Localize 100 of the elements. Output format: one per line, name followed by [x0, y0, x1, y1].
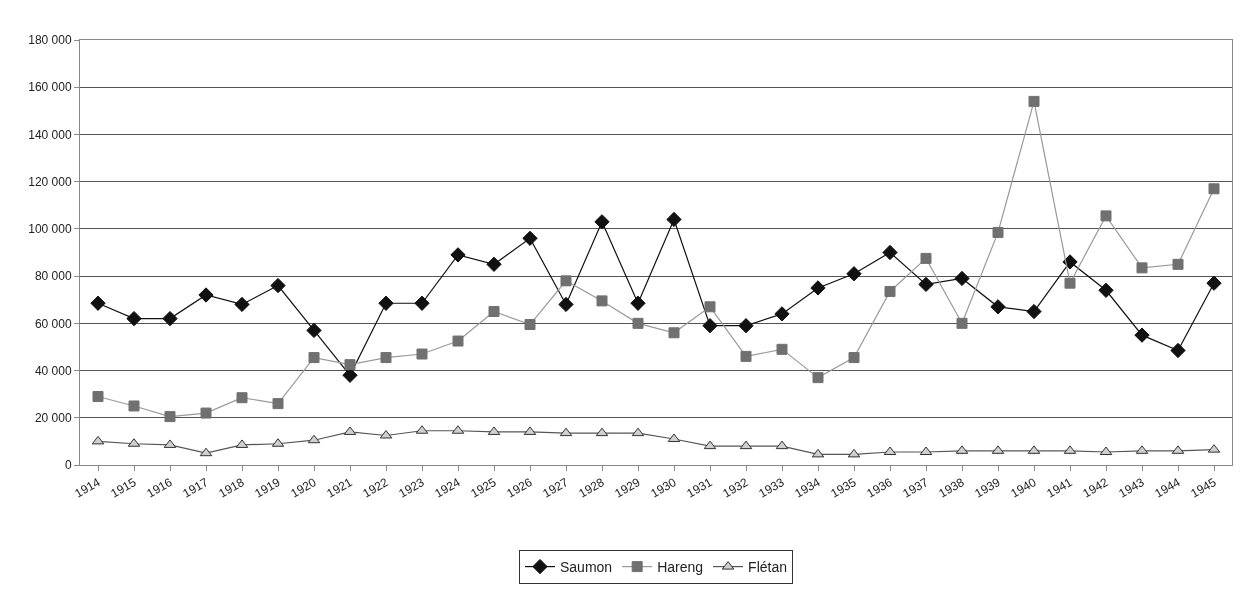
point	[738, 318, 754, 334]
point	[450, 247, 466, 263]
point	[956, 317, 968, 329]
x-tick-label: 1943	[1116, 474, 1147, 501]
point	[594, 214, 610, 230]
x-tick-label: 1920	[288, 474, 319, 501]
x-tick-label: 1925	[468, 474, 499, 501]
y-tick-label: 40 000	[34, 363, 72, 378]
point	[1208, 183, 1220, 195]
point	[342, 367, 358, 383]
point	[776, 343, 788, 355]
x-tick-label: 1928	[576, 474, 607, 501]
point	[1064, 277, 1076, 289]
point	[162, 310, 178, 327]
point	[954, 270, 970, 287]
x-tick-label: 1940	[1008, 474, 1039, 501]
point	[522, 230, 538, 246]
x-tick-label: 1930	[648, 474, 679, 501]
point	[559, 427, 573, 437]
point	[847, 448, 861, 458]
point	[848, 352, 860, 364]
point	[558, 296, 574, 313]
x-tick-label: 1931	[684, 474, 715, 501]
point	[379, 429, 393, 439]
point	[128, 400, 140, 412]
point	[90, 295, 106, 311]
point	[126, 310, 142, 327]
point	[704, 301, 716, 313]
point	[1172, 258, 1184, 270]
point	[486, 256, 502, 272]
point	[452, 335, 464, 347]
x-tick-label: 1914	[72, 474, 103, 501]
x-tick-label: 1934	[792, 474, 823, 501]
legend-label: Hareng	[657, 559, 704, 576]
x-tick-label: 1921	[324, 474, 355, 501]
point	[380, 352, 392, 364]
x-tick-label: 1917	[180, 474, 211, 501]
y-tick-label: 80 000	[34, 269, 72, 284]
y-tick-label: 120 000	[28, 174, 72, 189]
point	[272, 398, 284, 410]
x-tick-label: 1922	[360, 474, 391, 501]
x-tick-label: 1944	[1152, 474, 1183, 501]
y-tick-label: 100 000	[28, 222, 72, 237]
point	[883, 446, 897, 456]
point	[91, 435, 105, 445]
point	[918, 276, 934, 293]
point	[488, 306, 500, 318]
point	[632, 317, 644, 329]
point	[199, 447, 213, 457]
x-tick-label: 1916	[144, 474, 175, 501]
y-tick-label: 160 000	[28, 80, 72, 95]
point	[1136, 262, 1148, 274]
point	[666, 211, 682, 228]
x-tick-label: 1938	[936, 474, 967, 501]
point	[596, 295, 608, 307]
x-tick-label: 1936	[864, 474, 895, 501]
point	[667, 433, 681, 443]
y-tick-label: 20 000	[34, 410, 72, 425]
x-tick-label: 1915	[108, 474, 139, 501]
point	[846, 266, 862, 282]
point	[919, 446, 933, 456]
point	[1134, 327, 1150, 343]
x-tick-label: 1929	[612, 474, 643, 501]
point	[1099, 446, 1113, 456]
point	[1062, 254, 1078, 270]
point	[1100, 210, 1112, 222]
point	[811, 448, 825, 458]
point	[270, 277, 286, 294]
x-tick-label: 1919	[252, 474, 283, 501]
point	[92, 391, 104, 403]
x-tick-label: 1939	[972, 474, 1003, 501]
x-tick-label: 1924	[432, 474, 463, 501]
point	[236, 392, 248, 404]
point	[810, 280, 826, 296]
point	[812, 372, 824, 384]
point	[306, 322, 322, 339]
x-tick-label: 1918	[216, 474, 247, 501]
y-tick-label: 0	[64, 458, 72, 473]
point	[1026, 303, 1042, 320]
point	[560, 275, 572, 287]
point	[1028, 95, 1040, 107]
x-tick-label: 1923	[396, 474, 427, 501]
point	[1206, 275, 1222, 291]
point	[164, 411, 176, 423]
legend-label: Flétan	[748, 559, 787, 576]
point	[775, 440, 789, 450]
x-tick-label: 1942	[1080, 474, 1111, 501]
point	[308, 352, 320, 364]
y-tick-label: 180 000	[28, 33, 72, 48]
y-tick-label: 140 000	[28, 127, 72, 142]
point	[595, 427, 609, 437]
point	[1170, 342, 1186, 359]
legend-label: Saumon	[560, 559, 613, 576]
point	[703, 440, 717, 450]
point	[740, 350, 752, 362]
x-tick-label: 1933	[756, 474, 787, 501]
point	[774, 306, 790, 322]
x-tick-label: 1926	[504, 474, 535, 501]
x-tick-label: 1935	[828, 474, 859, 501]
y-tick-label: 60 000	[34, 316, 72, 331]
